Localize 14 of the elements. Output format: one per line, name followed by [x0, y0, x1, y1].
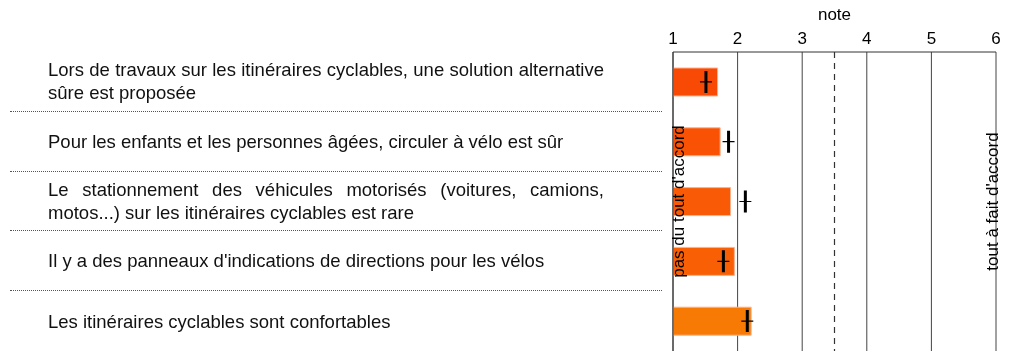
x-tick-label: 5	[926, 29, 937, 48]
x-tick-label: 3	[797, 29, 807, 48]
y-tick-label: Lors de travaux sur les itinéraires cyclables, une solution alternative sûre est proposée	[48, 58, 604, 105]
y-tick-label: Pour les enfants et les personnes âgées, circuler à vélo est sûr	[48, 129, 565, 153]
x-tick-label: 6	[991, 29, 1001, 48]
y-tick-label: Le stationnement des véhicules motorisés (voitures, camions, motos...) sur les itinéraires cyclables est rare	[48, 178, 604, 224]
y-axis-title: pas du tout d'accord	[669, 125, 688, 278]
y-tick-label: Les itinéraires cyclables sont confortables	[48, 309, 392, 333]
x-axis-title: note	[817, 5, 852, 25]
x-tick-label: 2	[732, 29, 743, 48]
y2-axis-title: tout à fait d'accord	[983, 132, 1002, 271]
y-tick-label: Il y a des panneaux d'indications de directions pour les vélos	[48, 249, 546, 273]
x-tick-label: 1	[668, 29, 678, 48]
x-tick-label: 4	[862, 29, 872, 48]
